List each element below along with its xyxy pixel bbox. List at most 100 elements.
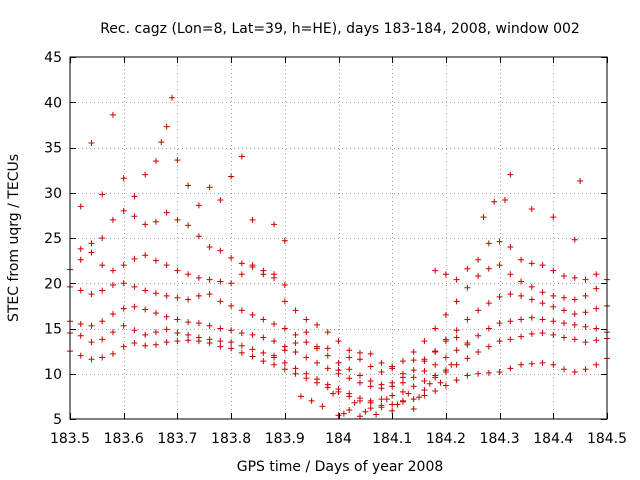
data-point (485, 300, 492, 307)
data-point (453, 334, 460, 341)
data-point (593, 361, 600, 368)
data-point (571, 236, 578, 243)
data-point (356, 379, 363, 386)
x-tick-label: 184.3 (480, 431, 520, 447)
chart-title: Rec. cagz (Lon=8, Lat=39, h=HE), days 18… (100, 21, 580, 37)
data-point (281, 298, 288, 305)
data-point (539, 300, 546, 307)
data-point (507, 171, 514, 178)
y-tick-labels: 5 10 15 20 25 30 35 40 45 (44, 50, 62, 428)
data-point (324, 329, 331, 336)
data-point (539, 330, 546, 337)
data-point (367, 397, 374, 404)
data-point (442, 311, 449, 318)
data-point (185, 331, 192, 338)
data-point (442, 354, 449, 361)
data-point (507, 318, 514, 325)
y-tick-label: 40 (44, 95, 62, 111)
data-point (335, 367, 342, 374)
data-point (174, 216, 181, 223)
data-point (292, 349, 299, 356)
data-point (571, 311, 578, 318)
data-point (99, 354, 106, 361)
data-point (142, 171, 149, 178)
data-point (228, 339, 235, 346)
x-tick-label: 184 (325, 431, 352, 447)
data-point (410, 406, 417, 413)
data-point (453, 327, 460, 334)
data-point (228, 254, 235, 261)
y-tick-label: 5 (53, 412, 62, 428)
data-point (410, 357, 417, 364)
data-point (389, 407, 396, 414)
data-point (421, 377, 428, 384)
data-point (120, 305, 127, 312)
data-point (77, 203, 84, 210)
data-point (260, 316, 267, 323)
data-point (319, 403, 326, 410)
data-point (142, 221, 149, 228)
data-point (475, 307, 482, 314)
data-point (163, 313, 170, 320)
data-point (142, 306, 149, 313)
data-point (88, 322, 95, 329)
data-point (152, 310, 159, 317)
data-point (314, 321, 321, 328)
data-point (399, 379, 406, 386)
data-point (281, 282, 288, 289)
data-point (185, 296, 192, 303)
data-point (582, 292, 589, 299)
data-point (303, 370, 310, 377)
data-point (217, 196, 224, 203)
data-point (195, 292, 202, 299)
data-point (281, 366, 288, 373)
data-point (271, 320, 278, 327)
data-point (238, 271, 245, 278)
data-point (550, 292, 557, 299)
data-point (501, 196, 508, 203)
data-point (314, 359, 321, 366)
data-point (528, 330, 535, 337)
data-point (88, 339, 95, 346)
data-point (330, 390, 337, 397)
data-point (593, 305, 600, 312)
data-point (335, 412, 342, 419)
data-point (303, 329, 310, 336)
data-point (442, 336, 449, 343)
data-point (399, 358, 406, 365)
data-point (421, 356, 428, 363)
data-point (88, 356, 95, 363)
data-point (303, 354, 310, 361)
data-point (281, 347, 288, 354)
data-point (217, 343, 224, 350)
data-point (109, 111, 116, 118)
data-point (206, 276, 213, 283)
data-point (249, 216, 256, 223)
data-point (120, 343, 127, 350)
data-point (109, 350, 116, 357)
data-point (550, 361, 557, 368)
data-point (485, 343, 492, 350)
data-point (480, 214, 487, 221)
data-point (496, 338, 503, 345)
data-point (152, 218, 159, 225)
data-point (346, 354, 353, 361)
data-point (442, 271, 449, 278)
data-point (464, 341, 471, 348)
data-point (109, 282, 116, 289)
data-point (131, 327, 138, 334)
data-point (593, 271, 600, 278)
data-point (238, 342, 245, 349)
data-point (518, 292, 525, 299)
data-point (437, 379, 444, 386)
data-point (432, 349, 439, 356)
x-tick-label: 184.2 (426, 431, 466, 447)
data-point (120, 207, 127, 214)
data-point (142, 252, 149, 259)
data-point (346, 366, 353, 373)
data-point (131, 213, 138, 220)
data-point (206, 184, 213, 191)
data-point (507, 365, 514, 372)
y-tick-label: 10 (44, 367, 62, 383)
data-point (518, 316, 525, 323)
